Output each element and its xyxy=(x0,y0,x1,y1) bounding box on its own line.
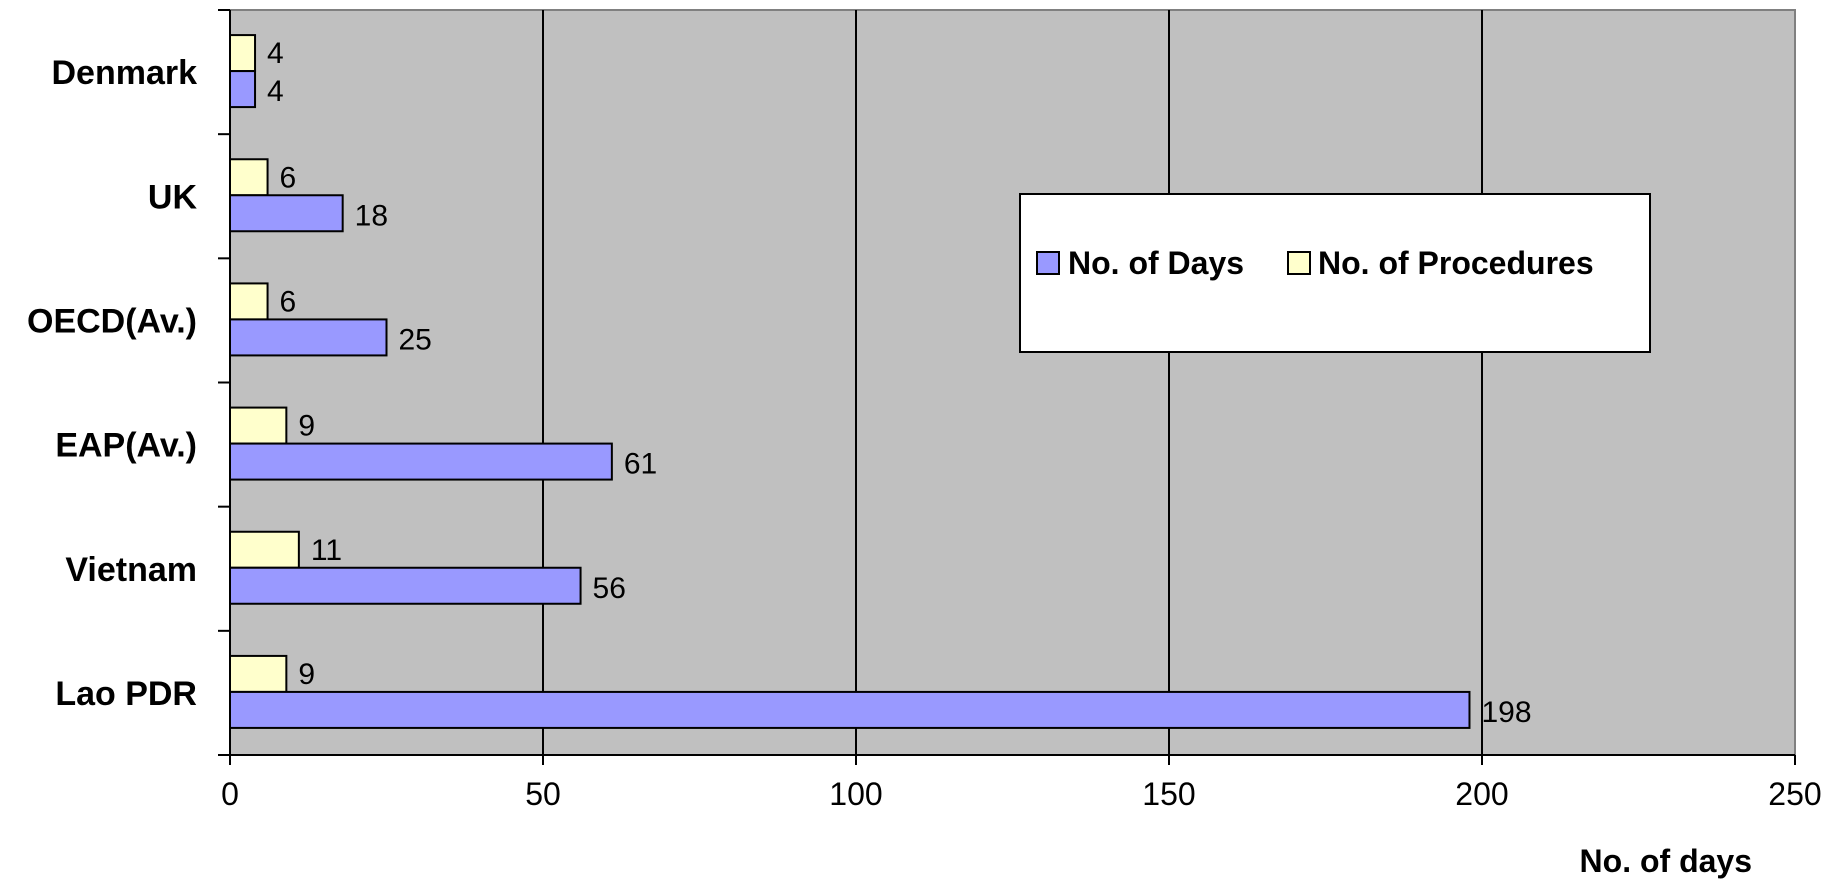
x-tick-label-100: 100 xyxy=(829,776,882,812)
bar-days-lao-pdr xyxy=(229,690,1471,729)
data-label-procedures-lao-pdr: 9 xyxy=(298,658,315,691)
legend-swatch-days xyxy=(1036,251,1060,275)
legend-label-procedures: No. of Procedures xyxy=(1318,245,1594,281)
legend-label-days: No. of Days xyxy=(1068,245,1244,281)
legend-box xyxy=(1019,193,1651,353)
data-label-procedures-vietnam: 11 xyxy=(311,534,342,567)
category-label-eap-av: EAP(Av.) xyxy=(55,427,197,465)
data-label-procedures-denmark: 4 xyxy=(267,37,284,70)
data-label-procedures-oecd-av: 6 xyxy=(280,285,297,318)
bar-days-vietnam xyxy=(229,566,582,605)
data-label-days-denmark: 4 xyxy=(267,75,284,108)
bar-procedures-eap-av xyxy=(229,406,288,445)
bar-days-eap-av xyxy=(229,442,613,481)
category-label-denmark: Denmark xyxy=(51,54,197,92)
bar-days-oecd-av xyxy=(229,318,388,357)
x-tick-label-150: 150 xyxy=(1142,776,1195,812)
data-label-days-uk: 18 xyxy=(355,199,388,232)
bar-procedures-denmark xyxy=(229,34,257,73)
x-tick-label-200: 200 xyxy=(1455,776,1508,812)
category-label-lao-pdr: Lao PDR xyxy=(55,675,197,713)
legend-swatch-procedures xyxy=(1287,251,1311,275)
bar-procedures-vietnam xyxy=(229,530,300,569)
x-tick-label-250: 250 xyxy=(1768,776,1821,812)
x-axis-title: No. of days xyxy=(1580,843,1752,879)
bar-days-denmark xyxy=(229,70,257,109)
data-label-days-vietnam: 56 xyxy=(593,572,626,605)
plot-area xyxy=(229,9,1796,756)
data-label-days-eap-av: 61 xyxy=(624,448,657,481)
x-tick-label-0: 0 xyxy=(221,776,239,812)
bar-procedures-oecd-av xyxy=(229,282,269,321)
category-label-vietnam: Vietnam xyxy=(65,551,197,589)
data-label-procedures-eap-av: 9 xyxy=(298,410,315,443)
bar-procedures-uk xyxy=(229,158,269,197)
x-tick-label-50: 50 xyxy=(525,776,561,812)
category-label-oecd-av: OECD(Av.) xyxy=(27,302,197,340)
category-label-uk: UK xyxy=(148,178,198,216)
data-label-days-oecd-av: 25 xyxy=(399,323,432,356)
data-label-days-lao-pdr: 198 xyxy=(1481,696,1531,729)
bar-procedures-lao-pdr xyxy=(229,654,288,693)
bar-days-uk xyxy=(229,194,344,233)
data-label-procedures-uk: 6 xyxy=(280,161,297,194)
